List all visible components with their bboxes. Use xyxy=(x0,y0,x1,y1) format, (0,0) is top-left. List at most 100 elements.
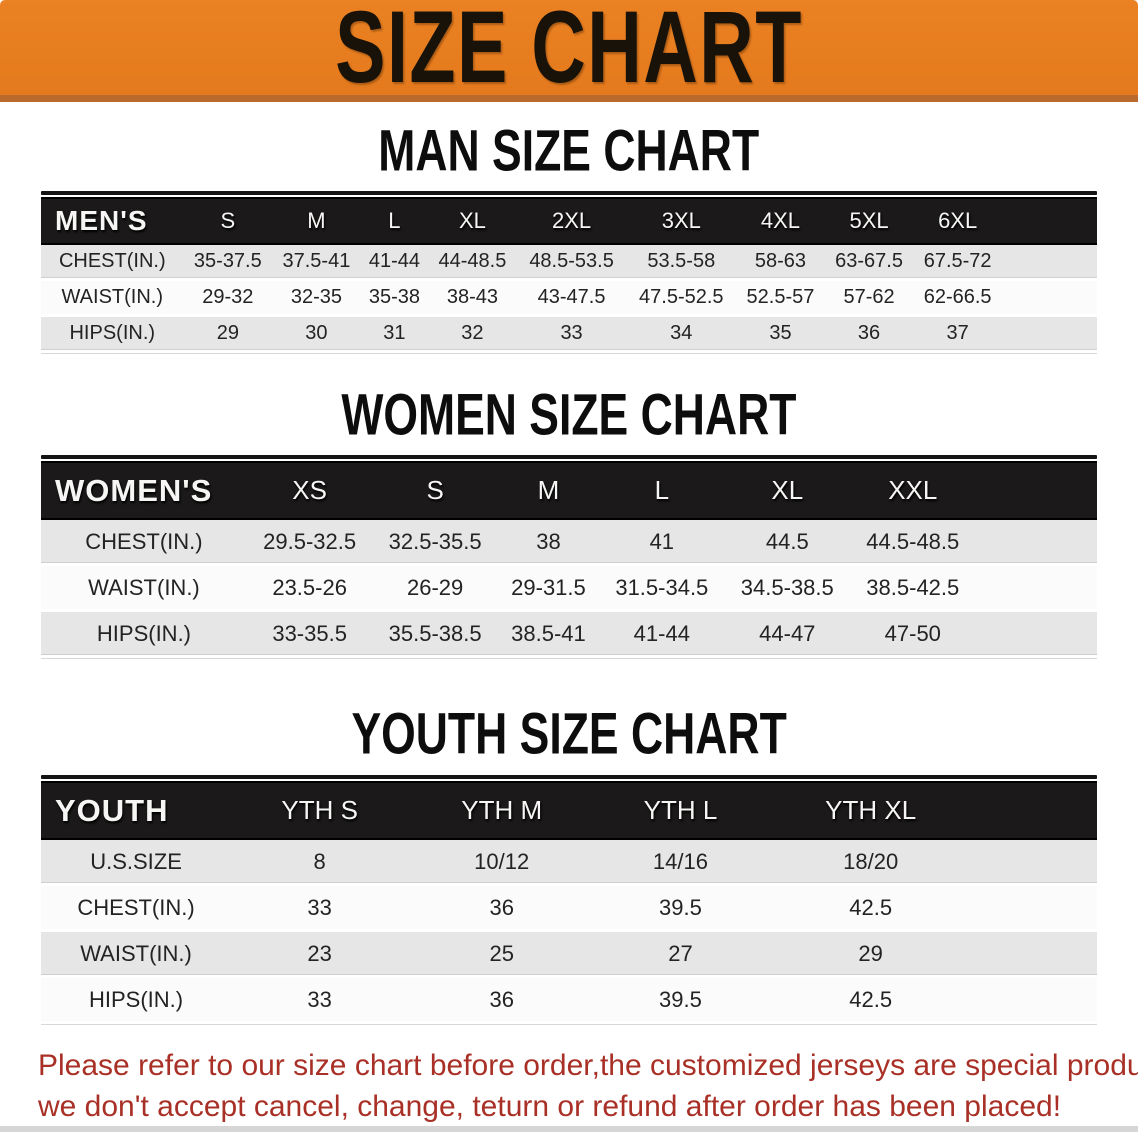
size-value-cell: 37 xyxy=(913,315,1002,353)
size-column-header: YTH L xyxy=(595,781,766,840)
size-value-cell: 62-66.5 xyxy=(913,279,1002,317)
size-value-cell: 44-47 xyxy=(724,610,851,658)
banner-title: SIZE CHART xyxy=(335,0,803,104)
size-value-cell: 14/16 xyxy=(595,840,766,886)
size-value-cell: 52.5-57 xyxy=(736,279,825,317)
size-column-header: YTH XL xyxy=(765,781,976,840)
measure-row-label: HIPS(IN.) xyxy=(41,610,247,658)
size-column-header: XXL xyxy=(850,461,976,520)
women-size-table-wrap: WOMEN'S XS S M L XL XXL CHEST(IN.) 29.5-32.5 32.5… xyxy=(41,455,1097,659)
measure-row-label: HIPS(IN.) xyxy=(41,315,184,353)
size-value-cell: 58-63 xyxy=(736,245,825,281)
size-value-cell: 29 xyxy=(183,315,273,353)
header-spacer-cell xyxy=(975,781,1097,840)
size-value-cell: 29-31.5 xyxy=(497,564,600,612)
disclaimer-line-2: we don't accept cancel, change, teturn o… xyxy=(38,1090,1062,1123)
size-value-cell: 57-62 xyxy=(824,279,914,317)
measure-row-label: U.S.SIZE xyxy=(41,840,232,886)
size-value-cell: 29.5-32.5 xyxy=(246,520,373,566)
table-row: HIPS(IN.) 29 30 31 32 33 34 35 36 37 xyxy=(41,315,1097,353)
table-corner-label: YOUTH xyxy=(41,781,232,840)
size-value-cell: 41 xyxy=(599,520,725,566)
size-value-cell: 34.5-38.5 xyxy=(724,564,851,612)
size-column-header: XL xyxy=(724,461,851,520)
size-value-cell: 42.5 xyxy=(765,884,976,932)
table-top-rule xyxy=(41,455,1097,459)
size-value-cell: 33 xyxy=(516,315,627,353)
size-value-cell: 26-29 xyxy=(372,564,498,612)
size-value-cell: 35 xyxy=(736,315,825,353)
size-value-cell: 31 xyxy=(360,315,429,353)
size-column-header: M xyxy=(272,197,361,245)
size-column-header: S xyxy=(183,197,273,245)
size-value-cell: 36 xyxy=(408,884,596,932)
youth-heading-text: YOUTH SIZE CHART xyxy=(351,702,787,767)
size-value-cell: 36 xyxy=(408,976,596,1024)
bottom-edge-strip xyxy=(0,1126,1138,1132)
size-value-cell: 44.5 xyxy=(724,520,851,566)
size-value-cell: 39.5 xyxy=(595,976,766,1024)
size-value-cell: 44-48.5 xyxy=(428,245,517,281)
size-value-cell: 42.5 xyxy=(765,976,976,1024)
size-value-cell: 29 xyxy=(765,930,976,978)
row-spacer-cell xyxy=(1001,245,1097,281)
size-column-header: L xyxy=(360,197,429,245)
size-column-header: 3XL xyxy=(626,197,737,245)
size-column-header: XS xyxy=(246,461,373,520)
size-table: WOMEN'S XS S M L XL XXL CHEST(IN.) 29.5-32.5 32.5… xyxy=(41,461,1097,658)
size-value-cell: 34 xyxy=(626,315,737,353)
size-value-cell: 44.5-48.5 xyxy=(850,520,976,566)
size-value-cell: 38 xyxy=(497,520,600,566)
size-column-header: 6XL xyxy=(913,197,1002,245)
row-spacer-cell xyxy=(975,884,1097,932)
row-spacer-cell xyxy=(975,610,1097,658)
size-column-header: XL xyxy=(428,197,517,245)
measure-row-label: CHEST(IN.) xyxy=(41,884,232,932)
men-section-heading: MAN SIZE CHART xyxy=(0,122,1138,180)
size-value-cell: 30 xyxy=(272,315,361,353)
youth-size-table: YOUTH YTH S YTH M YTH L YTH XL U.S.SIZE 8 10/12… xyxy=(41,781,1097,1024)
measure-row-label: WAIST(IN.) xyxy=(41,564,247,612)
table-top-rule xyxy=(41,191,1097,195)
youth-size-table-wrap: YOUTH YTH S YTH M YTH L YTH XL U.S.SIZE 8 10/12… xyxy=(41,775,1097,1025)
row-spacer-cell xyxy=(975,520,1097,566)
size-value-cell: 27 xyxy=(595,930,766,978)
size-column-header: L xyxy=(599,461,725,520)
table-top-rule xyxy=(41,775,1097,779)
row-spacer-cell xyxy=(975,564,1097,612)
size-value-cell: 41-44 xyxy=(599,610,725,658)
size-value-cell: 47-50 xyxy=(850,610,976,658)
measure-row-label: CHEST(IN.) xyxy=(41,245,184,281)
size-value-cell: 43-47.5 xyxy=(516,279,627,317)
size-chart-banner: SIZE CHART xyxy=(0,0,1138,102)
size-column-header: M xyxy=(497,461,600,520)
size-value-cell: 32.5-35.5 xyxy=(372,520,498,566)
table-row: WAIST(IN.) 29-32 32-35 35-38 38-43 43-47.5 47.… xyxy=(41,279,1097,317)
size-table: MEN'S S M L XL 2XL 3XL 4XL 5XL 6XL CHEST(IN.) 35-37… xyxy=(41,197,1097,353)
size-value-cell: 39.5 xyxy=(595,884,766,932)
header-spacer-cell xyxy=(1001,197,1097,245)
size-table: YOUTH YTH S YTH M YTH L YTH XL U.S.SIZE 8 10/12… xyxy=(41,781,1097,1024)
size-column-header: 2XL xyxy=(516,197,627,245)
table-row: WAIST(IN.) 23 25 27 29 xyxy=(41,930,1097,978)
size-value-cell: 32 xyxy=(428,315,517,353)
size-column-header: 4XL xyxy=(736,197,825,245)
disclaimer-line-1: Please refer to our size chart before or… xyxy=(38,1049,1138,1082)
table-row: HIPS(IN.) 33 36 39.5 42.5 xyxy=(41,976,1097,1024)
size-value-cell: 35.5-38.5 xyxy=(372,610,498,658)
women-size-table: WOMEN'S XS S M L XL XXL CHEST(IN.) 29.5-32.5 32.5… xyxy=(41,461,1097,658)
size-value-cell: 29-32 xyxy=(183,279,273,317)
size-value-cell: 48.5-53.5 xyxy=(516,245,627,281)
header-spacer-cell xyxy=(975,461,1097,520)
table-row: U.S.SIZE 8 10/12 14/16 18/20 xyxy=(41,840,1097,886)
men-size-table-wrap: MEN'S S M L XL 2XL 3XL 4XL 5XL 6XL CHEST(IN.) 35-37… xyxy=(41,191,1097,354)
row-spacer-cell xyxy=(1001,279,1097,317)
size-value-cell: 37.5-41 xyxy=(272,245,361,281)
measure-row-label: WAIST(IN.) xyxy=(41,279,184,317)
row-spacer-cell xyxy=(1001,315,1097,353)
size-value-cell: 35-38 xyxy=(360,279,429,317)
men-size-table: MEN'S S M L XL 2XL 3XL 4XL 5XL 6XL CHEST(IN.) 35-37… xyxy=(41,197,1097,353)
table-row: CHEST(IN.) 33 36 39.5 42.5 xyxy=(41,884,1097,932)
size-value-cell: 23.5-26 xyxy=(246,564,373,612)
table-corner-label: MEN'S xyxy=(41,197,184,245)
